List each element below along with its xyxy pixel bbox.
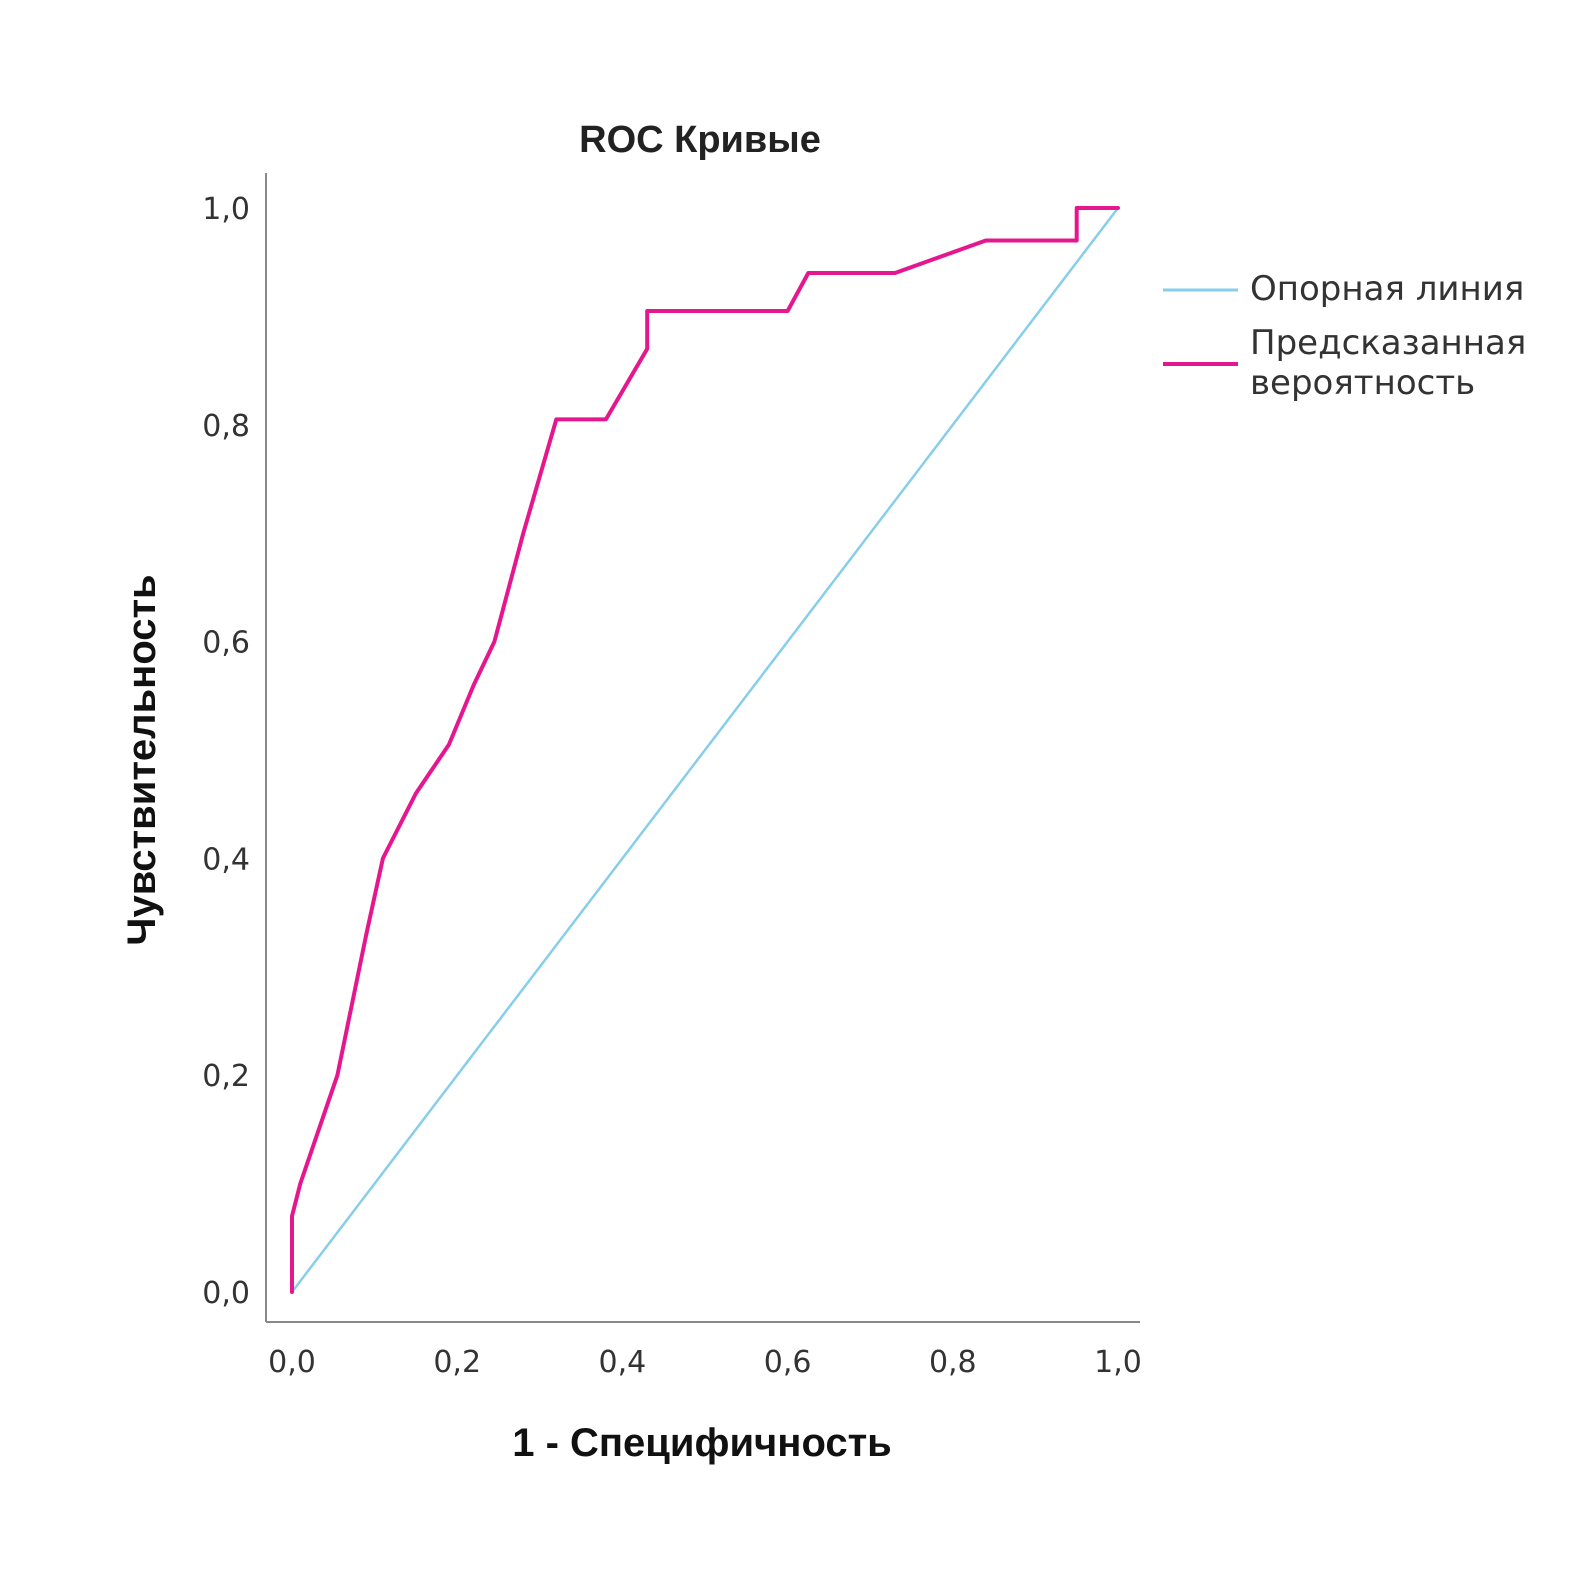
y-tick-label: 1,0: [202, 192, 250, 227]
x-tick-label: 0,2: [433, 1345, 481, 1380]
roc-curve-line: [290, 206, 1120, 1294]
legend-label: Опорная линия: [1250, 269, 1524, 309]
x-tick-label: 1,0: [1094, 1345, 1142, 1380]
series-layer: [290, 206, 1120, 1294]
legend-label: Предсказанная: [1250, 323, 1526, 363]
legend-label: вероятность: [1250, 363, 1475, 403]
y-tick-label: 0,0: [202, 1276, 250, 1311]
x-tick-label: 0,8: [929, 1345, 977, 1380]
y-tick-label: 0,2: [202, 1059, 250, 1094]
x-tick-label: 0,0: [268, 1345, 316, 1380]
y-tick-label: 0,6: [202, 626, 250, 661]
x-axis-title: 1 - Специфичность: [512, 1421, 892, 1465]
reference-line: [290, 206, 1120, 1294]
y-tick-label: 0,8: [202, 409, 250, 444]
x-tick-labels: 0,0 0,2 0,4 0,6 0,8 1,0: [268, 1345, 1142, 1380]
y-tick-labels: 0,0 0,2 0,4 0,6 0,8 1,0: [202, 192, 250, 1311]
x-tick-label: 0,4: [599, 1345, 647, 1380]
axes: [265, 173, 1140, 1323]
chart-title: ROC Кривые: [579, 119, 821, 161]
x-tick-label: 0,6: [764, 1345, 812, 1380]
y-axis-title: Чувствительность: [120, 574, 164, 945]
y-tick-label: 0,4: [202, 842, 250, 877]
